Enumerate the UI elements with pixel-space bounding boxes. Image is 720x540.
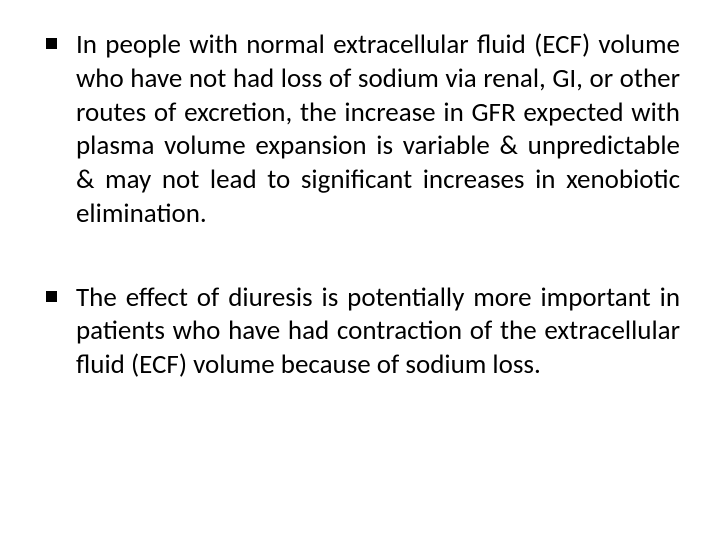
bullet-list: In people with normal extracellular flui… <box>40 28 680 382</box>
bullet-text: In people with normal extracellular flui… <box>76 28 680 230</box>
bullet-item: In people with normal extracellular flui… <box>40 28 680 231</box>
square-bullet-icon <box>46 291 57 302</box>
square-bullet-icon <box>46 38 57 49</box>
bullet-item: The effect of diuresis is potentially mo… <box>40 281 680 382</box>
bullet-text: The effect of diuresis is potentially mo… <box>76 281 680 382</box>
